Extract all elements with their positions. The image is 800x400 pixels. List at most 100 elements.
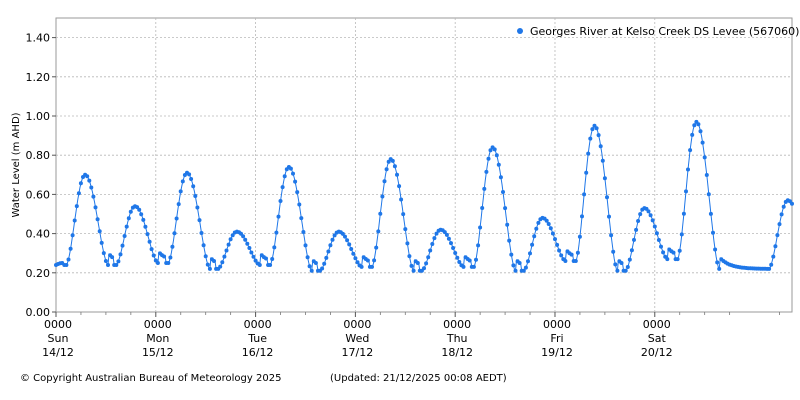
data-point — [619, 261, 624, 265]
x-tick-time-label: 0000 — [44, 318, 72, 331]
data-point — [114, 263, 119, 267]
data-point — [790, 201, 794, 206]
data-point — [706, 192, 711, 197]
data-point — [68, 246, 73, 251]
data-point — [486, 156, 491, 161]
data-point — [704, 173, 709, 177]
data-point — [671, 250, 676, 255]
x-tick-date-label: 20/12 — [641, 346, 673, 359]
data-point — [523, 265, 528, 270]
data-point — [526, 259, 530, 264]
data-point — [274, 230, 279, 235]
x-tick-time-label: 0000 — [343, 318, 371, 331]
data-point — [430, 242, 435, 246]
data-point — [374, 245, 379, 250]
x-tick-day-label: Sun — [48, 332, 69, 345]
data-point — [247, 246, 252, 250]
x-tick-day-label: Tue — [247, 332, 267, 345]
data-point — [378, 211, 383, 216]
data-point — [424, 261, 429, 266]
x-tick-date-label: 16/12 — [242, 346, 274, 359]
data-point — [488, 148, 493, 153]
data-point — [384, 167, 389, 172]
data-point — [453, 251, 458, 255]
data-point — [307, 264, 312, 269]
data-point — [580, 214, 584, 219]
data-point — [708, 211, 713, 216]
data-point — [602, 176, 607, 181]
data-point — [199, 231, 204, 235]
data-point — [228, 237, 233, 242]
data-point — [305, 255, 310, 260]
data-point — [253, 258, 258, 263]
data-point — [688, 148, 693, 153]
data-point — [226, 242, 231, 247]
data-point — [99, 240, 104, 245]
grid-lines — [56, 18, 792, 312]
data-point — [191, 184, 196, 189]
data-point — [124, 224, 129, 229]
data-point — [636, 219, 641, 223]
y-tick-label: 1.20 — [26, 71, 51, 84]
data-point — [476, 243, 481, 248]
data-point — [590, 127, 595, 132]
data-point — [467, 258, 472, 263]
data-point — [573, 259, 578, 263]
data-point — [106, 263, 110, 267]
x-tick-date-label: 18/12 — [441, 346, 473, 359]
data-point — [648, 213, 653, 218]
data-point — [698, 129, 703, 134]
data-point — [530, 242, 535, 247]
data-point — [143, 224, 148, 229]
data-point — [195, 205, 200, 210]
data-point — [93, 205, 98, 210]
data-point — [141, 217, 146, 222]
data-point — [627, 257, 632, 262]
data-point — [511, 263, 516, 268]
data-point — [70, 233, 75, 238]
data-point — [478, 225, 483, 230]
data-point — [596, 133, 601, 138]
data-point — [205, 262, 210, 267]
data-point — [623, 268, 628, 273]
data-point — [309, 268, 314, 273]
data-point — [474, 257, 478, 262]
data-point — [355, 260, 360, 265]
data-point — [85, 174, 90, 179]
data-point — [605, 195, 609, 200]
data-point — [66, 257, 71, 262]
data-point — [268, 263, 273, 267]
data-point — [151, 253, 156, 258]
data-point — [390, 158, 395, 163]
data-point — [681, 211, 686, 216]
data-point — [496, 162, 501, 167]
data-point — [696, 122, 701, 127]
data-point — [713, 247, 718, 252]
data-point — [168, 255, 173, 260]
data-point — [203, 254, 208, 259]
data-point — [455, 255, 460, 260]
data-point — [224, 248, 229, 253]
data-point — [257, 263, 262, 267]
data-point — [299, 216, 304, 221]
data-point — [501, 190, 505, 194]
data-point — [661, 250, 666, 255]
data-point — [193, 194, 198, 198]
data-point — [588, 136, 593, 141]
data-point — [118, 252, 123, 257]
updated-timestamp: (Updated: 21/12/2025 00:08 AEDT) — [330, 373, 507, 384]
data-point — [120, 243, 125, 248]
data-point — [498, 175, 503, 180]
data-point — [779, 212, 784, 217]
data-point — [320, 266, 325, 271]
data-point — [771, 254, 776, 259]
data-point — [521, 268, 526, 273]
data-point — [656, 238, 661, 242]
data-point — [557, 248, 562, 253]
data-point — [767, 266, 772, 271]
data-point — [482, 186, 487, 191]
data-point — [313, 261, 318, 265]
data-point — [773, 244, 778, 249]
data-point — [170, 244, 175, 249]
data-point — [401, 212, 406, 217]
